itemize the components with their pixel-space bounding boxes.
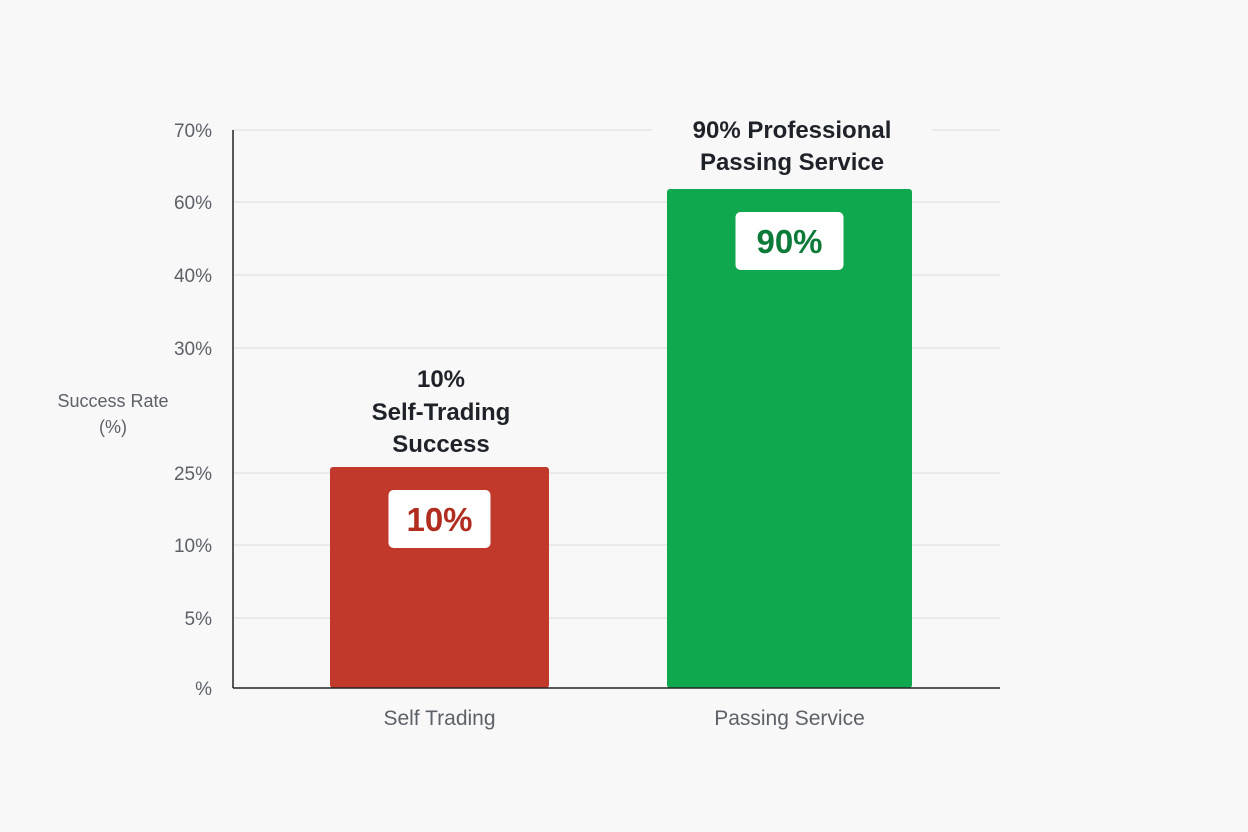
bar-annotation: Success — [392, 431, 489, 458]
y-axis-label-line: Success Rate — [57, 391, 168, 411]
bars: 10% 10% Self-Trading Success 90% 90% Professi… — [330, 110, 932, 688]
bar-annotation: 90% Professional — [693, 117, 892, 144]
y-tick-label: 5% — [185, 609, 213, 630]
category-labels: Self Trading Passing Service — [383, 707, 864, 730]
annotation-bg — [330, 363, 549, 462]
y-tick-label: 30% — [174, 339, 212, 360]
value-badge — [735, 212, 844, 270]
y-tick-label: 70% — [174, 121, 212, 142]
value-badge — [388, 490, 491, 548]
value-label: 10% — [406, 501, 472, 538]
bar — [330, 467, 549, 688]
category-label: Passing Service — [714, 707, 865, 730]
bar-annotation: 10% — [417, 366, 465, 393]
y-tick-label: 10% — [174, 536, 212, 557]
bar-annotation: Self-Trading — [372, 399, 511, 426]
category-label: Self Trading — [383, 707, 495, 730]
y-tick-label: 40% — [174, 266, 212, 287]
bar — [667, 189, 912, 688]
annotation-bg — [652, 110, 932, 180]
y-tick-label: 60% — [174, 193, 212, 214]
y-tick-labels: 70% 60% 40% 30% 25% 10% 5%% — [174, 121, 212, 700]
y-tick-label: 25% — [174, 464, 212, 485]
value-label: 90% — [756, 223, 822, 260]
y-axis-label-line: (%) — [99, 417, 127, 437]
axes — [232, 130, 1000, 689]
y-axis-label: Success Rate (%) — [57, 391, 168, 437]
y-tick-label: % — [195, 679, 212, 700]
bar-annotation: Passing Service — [700, 149, 884, 176]
